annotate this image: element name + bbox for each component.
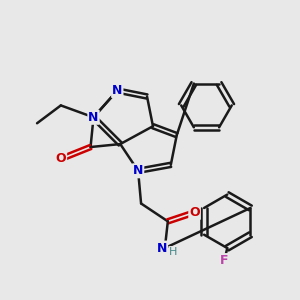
Text: F: F: [220, 254, 229, 267]
Text: N: N: [88, 111, 99, 124]
Text: H: H: [169, 247, 177, 256]
Text: N: N: [157, 242, 167, 255]
Text: N: N: [112, 84, 122, 97]
Text: N: N: [133, 164, 143, 177]
Text: O: O: [56, 152, 66, 165]
Text: O: O: [189, 206, 200, 219]
